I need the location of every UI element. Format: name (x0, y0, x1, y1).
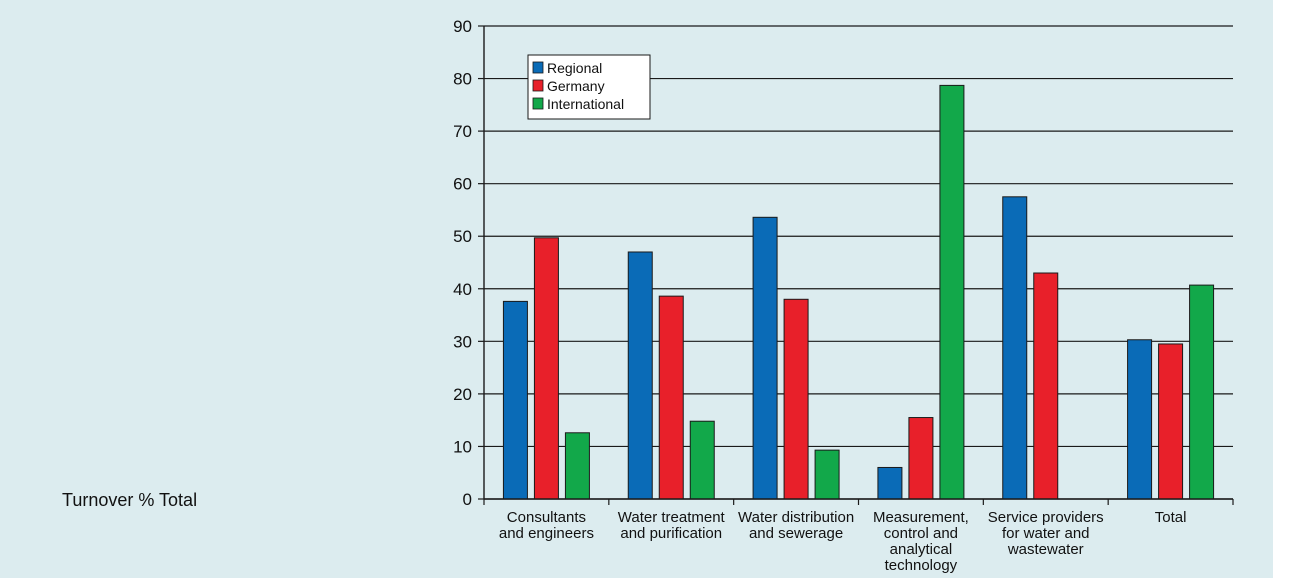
bar-germany-5 (1158, 343, 1184, 500)
bar-international-0 (564, 432, 590, 500)
category-label-2: Water distribution and sewerage (738, 509, 854, 542)
bar-regional-1 (627, 251, 653, 500)
y-tick-label-80: 80 (453, 70, 472, 89)
legend-label-international: International (547, 96, 624, 112)
bar-germany-4 (1033, 272, 1059, 500)
bar-international-1 (689, 420, 715, 500)
bar-regional-0 (502, 300, 528, 500)
y-tick-label-40: 40 (453, 280, 472, 299)
bar-germany-3 (908, 417, 934, 500)
y-tick-label-10: 10 (453, 437, 472, 456)
y-tick-label-0: 0 (463, 490, 472, 509)
y-tick-label-20: 20 (453, 385, 472, 404)
legend-label-regional: Regional (547, 60, 602, 76)
side-label: Turnover % Total (62, 490, 198, 510)
legend-swatch-regional (532, 61, 544, 74)
legend-label-germany: Germany (547, 78, 605, 94)
bar-international-3 (939, 84, 965, 500)
bar-regional-5 (1127, 339, 1153, 500)
bar-germany-0 (533, 237, 559, 500)
bar-international-5 (1189, 284, 1215, 500)
category-label-1: Water treatment and purification (618, 509, 726, 542)
bar-regional-4 (1002, 196, 1028, 500)
y-tick-label-60: 60 (453, 175, 472, 194)
category-label-0: Consultants and engineers (499, 509, 594, 542)
y-tick-label-90: 90 (453, 17, 472, 36)
legend-box (527, 54, 651, 120)
legend-swatch-germany (532, 79, 544, 92)
category-label-5: Total (1155, 509, 1187, 526)
y-tick-label-70: 70 (453, 122, 472, 141)
category-label-4: Service providers for water and wastewater (988, 509, 1104, 558)
bar-international-2 (814, 449, 840, 500)
bar-germany-2 (783, 298, 809, 500)
legend-swatch-international (532, 97, 544, 110)
category-label-3: Measurement, control and analytical technol… (873, 509, 969, 574)
y-tick-label-30: 30 (453, 332, 472, 351)
y-tick-label-50: 50 (453, 227, 472, 246)
bar-regional-2 (752, 216, 778, 500)
bar-germany-1 (658, 295, 684, 500)
bar-regional-3 (877, 466, 903, 500)
